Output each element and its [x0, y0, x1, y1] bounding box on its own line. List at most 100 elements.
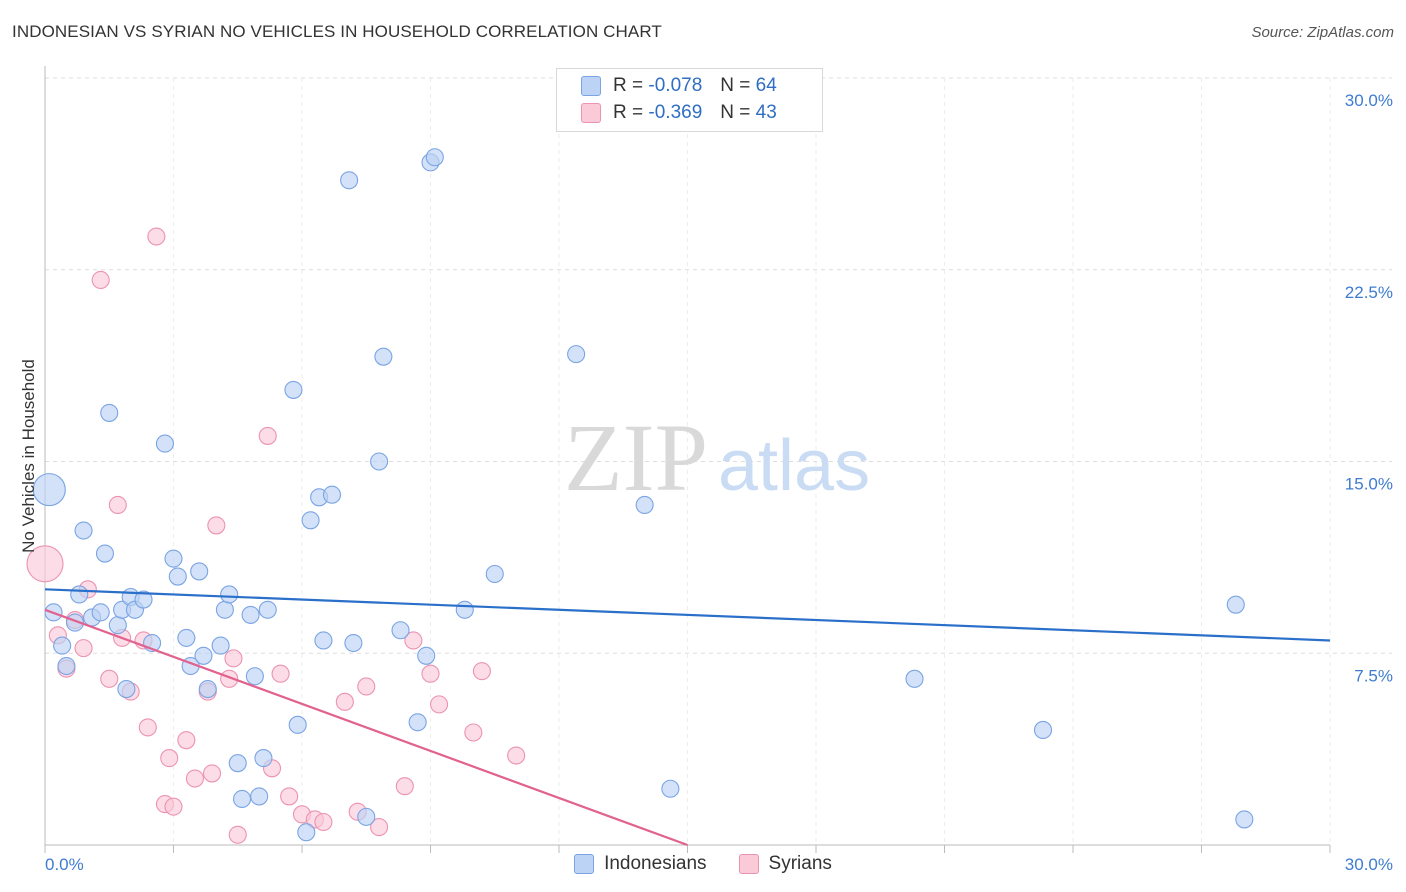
n-value: 64	[755, 75, 777, 96]
syrian-point	[404, 631, 423, 650]
syrian-point	[430, 695, 449, 714]
indonesian-point	[194, 646, 213, 665]
indonesian-point	[567, 345, 586, 364]
indonesian-point	[108, 616, 127, 635]
legend-item-syrians[interactable]: Syrians	[738, 853, 832, 875]
indonesian-point	[215, 600, 234, 619]
indonesian-point	[241, 605, 260, 624]
watermark-zip: ZIP	[564, 404, 708, 511]
indonesian-point	[357, 807, 376, 826]
chart-title: INDONESIAN VS SYRIAN NO VEHICLES IN HOUS…	[12, 22, 662, 41]
trend-layer	[44, 588, 1331, 847]
r-value: -0.078	[648, 75, 703, 96]
syrian-point	[185, 769, 204, 788]
syrian-point	[472, 662, 491, 681]
indonesian-point	[155, 434, 174, 453]
indonesian-point	[190, 562, 209, 581]
legend-item-indonesians[interactable]: Indonesians	[574, 853, 707, 875]
indonesian-point	[250, 787, 269, 806]
syrian-point	[147, 227, 166, 246]
indonesians-trend-line	[44, 588, 1331, 642]
indonesian-point	[374, 347, 393, 366]
indonesian-point	[198, 679, 217, 699]
label-layer: No Vehicles in Household 7.5% 15.0% 22.5% 3…	[19, 91, 1393, 874]
syrian-point	[224, 649, 243, 668]
indonesian-point	[661, 779, 680, 798]
syrian-point	[207, 516, 226, 535]
syrians-trend-line	[44, 608, 688, 847]
indonesian-point	[314, 631, 333, 650]
indonesian-point	[134, 590, 153, 609]
indonesian-point	[408, 713, 427, 732]
r-label: R =	[613, 102, 644, 123]
stats-row-syrians: R = -0.369 N = 43	[581, 101, 777, 125]
syrian-point	[258, 426, 277, 445]
indonesian-point	[1033, 720, 1053, 740]
series-indonesians	[32, 148, 1254, 842]
n-label: N =	[720, 75, 751, 96]
syrian-point	[138, 718, 157, 737]
indonesian-point	[168, 567, 187, 586]
indonesian-point	[344, 633, 363, 653]
syrian-point	[203, 764, 222, 783]
indonesian-point	[164, 549, 183, 568]
syrian-point	[74, 639, 93, 658]
r-label: R =	[613, 75, 644, 96]
series-legend: Indonesians Syrians	[0, 852, 1406, 876]
indonesian-point	[635, 495, 654, 515]
n-label: N =	[720, 102, 751, 123]
indonesian-point	[322, 485, 342, 504]
syrian-point	[164, 797, 183, 816]
indonesian-point	[245, 667, 264, 686]
indonesian-point	[455, 600, 474, 619]
indonesians-swatch	[574, 854, 595, 874]
indonesian-point	[232, 789, 252, 809]
indonesian-point	[220, 585, 239, 604]
syrian-point	[108, 495, 127, 515]
y-tick-label: 7.5%	[1354, 666, 1393, 685]
indonesian-point	[70, 585, 89, 604]
syrian-point	[464, 723, 483, 742]
chart-source: Source: ZipAtlas.com	[1251, 24, 1394, 41]
syrian-point	[228, 825, 247, 844]
indonesian-point	[288, 715, 307, 734]
indonesian-point	[485, 564, 504, 584]
watermark: ZIP atlas	[564, 404, 870, 511]
indonesian-point	[53, 636, 72, 655]
indonesian-point	[177, 628, 196, 647]
stats-row-indonesians: R = -0.078 N = 64	[581, 74, 777, 98]
indonesian-point	[297, 823, 316, 842]
syrian-point	[421, 664, 440, 683]
syrian-point	[91, 270, 110, 290]
indonesian-point	[211, 636, 230, 655]
syrian-point	[314, 812, 333, 832]
indonesian-point	[284, 380, 303, 399]
indonesian-point	[905, 669, 924, 688]
y-tick-label: 15.0%	[1345, 475, 1393, 494]
indonesian-point	[57, 656, 76, 676]
syrian-point	[357, 677, 376, 696]
indonesian-point	[370, 452, 389, 471]
x-tick-label: 0.0%	[45, 855, 84, 874]
indonesian-point	[258, 600, 277, 619]
x-tick-label: 30.0%	[1345, 855, 1393, 874]
y-tick-label: 22.5%	[1345, 283, 1393, 302]
indonesian-point	[391, 621, 410, 640]
series-syrians	[26, 227, 526, 844]
syrian-point	[160, 749, 179, 768]
legend-label: Syrians	[768, 853, 832, 874]
indonesian-point	[95, 544, 115, 563]
syrian-point	[395, 777, 414, 796]
watermark-atlas: atlas	[718, 426, 870, 506]
y-axis-label: No Vehicles in Household	[19, 359, 38, 553]
indonesian-point	[32, 473, 66, 507]
indonesians-swatch	[581, 76, 601, 96]
indonesian-point	[254, 749, 273, 768]
legend-label: Indonesians	[604, 853, 707, 874]
syrian-point	[100, 669, 119, 688]
indonesian-point	[91, 603, 110, 622]
y-tick-label: 30.0%	[1345, 91, 1393, 110]
syrian-point	[177, 731, 196, 750]
n-value: 43	[755, 102, 777, 123]
r-value: -0.369	[648, 102, 703, 123]
